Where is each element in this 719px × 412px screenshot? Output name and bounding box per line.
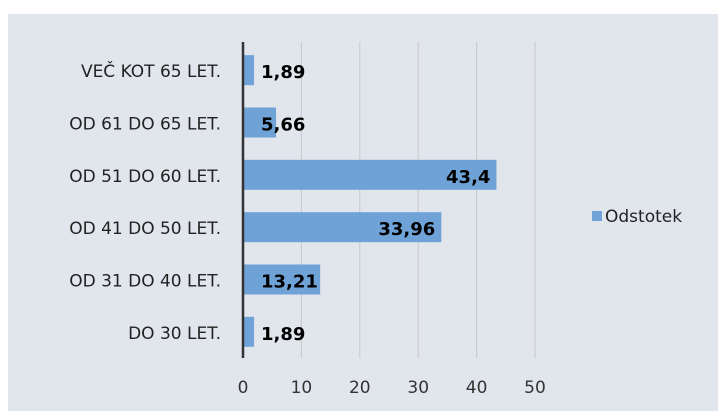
y-tick-label: OD 61 DO 65 LET. (69, 115, 221, 135)
legend-swatch (592, 211, 602, 221)
value-label: 1,89 (261, 62, 305, 83)
bar (243, 264, 321, 295)
y-tick-label: OD 41 DO 50 LET. (69, 219, 221, 239)
bar (243, 55, 255, 86)
bar (243, 212, 442, 243)
value-label: 1,89 (261, 324, 305, 345)
legend-label: Odstotek (605, 207, 682, 227)
y-tick-label: OD 51 DO 60 LET. (69, 167, 221, 187)
x-tick-label: 10 (291, 378, 313, 398)
y-tick-label: VEČ KOT 65 LET. (81, 60, 221, 82)
value-label: 13,21 (261, 272, 318, 293)
bar (243, 316, 255, 347)
y-tick-label: DO 30 LET. (128, 324, 221, 344)
bar (243, 159, 497, 190)
x-tick-label: 20 (349, 378, 371, 398)
x-tick-label: 40 (466, 378, 488, 398)
x-tick-label: 0 (238, 378, 249, 398)
x-tick-label: 30 (407, 378, 429, 398)
value-label: 43,4 (446, 167, 490, 188)
value-label: 5,66 (261, 115, 305, 136)
bar (243, 107, 277, 138)
x-tick-label: 50 (524, 378, 546, 398)
value-label: 33,96 (378, 219, 435, 240)
y-tick-label: OD 31 DO 40 LET. (69, 272, 221, 292)
